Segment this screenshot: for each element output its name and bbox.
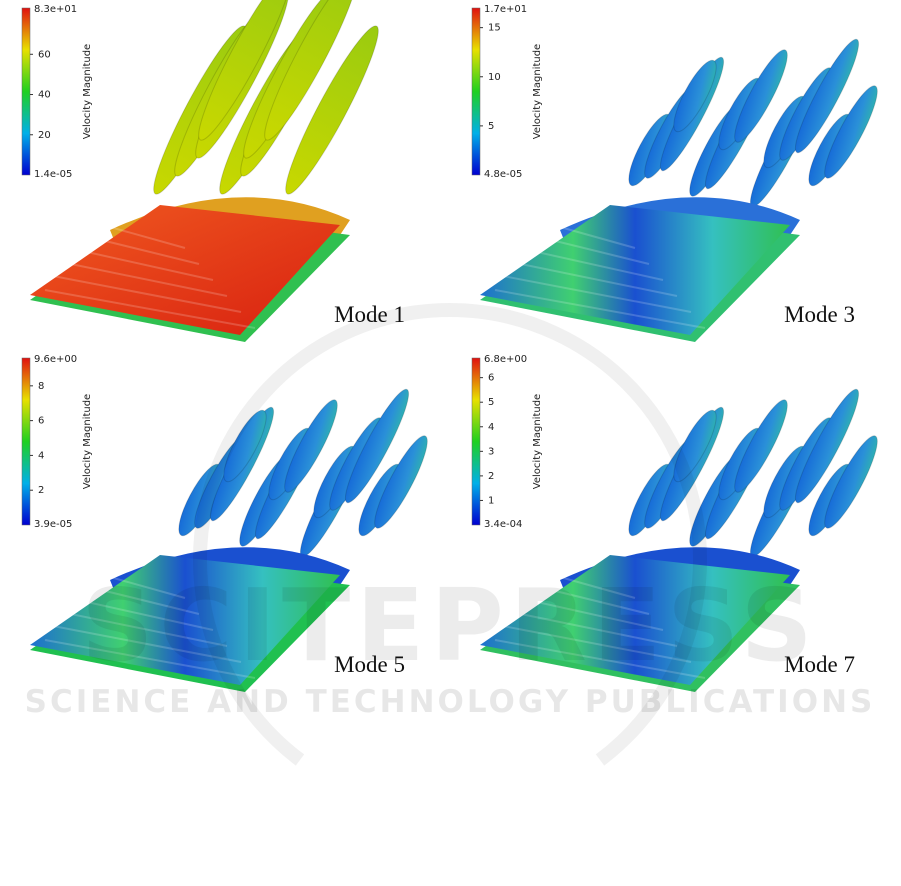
colorbar-max: 6.8e+00 bbox=[484, 354, 527, 365]
colorbar-tick-label: 8 bbox=[38, 381, 44, 392]
surface-streak bbox=[76, 583, 200, 615]
vortex-structure bbox=[223, 409, 267, 483]
vortex-structure bbox=[284, 399, 338, 493]
watermark-logo: SCITEPRESS bbox=[81, 567, 818, 684]
vortex-structure bbox=[794, 388, 860, 504]
surface-streak bbox=[76, 233, 200, 265]
surface-streak bbox=[518, 597, 664, 631]
colorbar-tick-label: 6 bbox=[38, 416, 44, 427]
vortex-structure bbox=[374, 435, 428, 529]
surface-streak bbox=[52, 275, 242, 313]
colorbar-min: 4.8e-05 bbox=[484, 169, 522, 180]
vortex-structure bbox=[673, 59, 717, 133]
surface-streak bbox=[84, 219, 186, 249]
vortex-structure bbox=[198, 0, 292, 141]
surface-streak bbox=[52, 625, 242, 663]
wing-surface bbox=[30, 205, 340, 335]
mode-label: Mode 7 bbox=[784, 652, 855, 677]
colorbar-title: Velocity Magnitude bbox=[82, 394, 93, 489]
colorbar-tick-label: 4 bbox=[38, 450, 44, 461]
surface-streak bbox=[518, 247, 664, 281]
flow-render bbox=[30, 0, 379, 342]
surface-streak bbox=[44, 639, 256, 679]
wing-surface bbox=[480, 205, 790, 335]
colorbar-max: 8.3e+01 bbox=[34, 4, 77, 15]
vortex-structure bbox=[264, 0, 358, 141]
colorbar bbox=[471, 357, 481, 526]
colorbar-title: Velocity Magnitude bbox=[532, 394, 543, 489]
colorbar-tick-label: 40 bbox=[38, 90, 51, 101]
vortex-structure bbox=[285, 25, 379, 195]
mode-label: Mode 1 bbox=[334, 302, 405, 327]
surface-streak bbox=[68, 247, 214, 281]
vortex-structure bbox=[734, 49, 788, 143]
surface-streak bbox=[534, 219, 636, 249]
colorbar-tick-label: 1 bbox=[488, 495, 494, 506]
colorbar-title: Velocity Magnitude bbox=[532, 44, 543, 139]
surface-streak bbox=[510, 261, 678, 297]
colorbar-tick-label: 5 bbox=[488, 397, 494, 408]
flow-render bbox=[30, 388, 428, 692]
panel: 8.3e+01 1.4e-05 60 40 20 Velocity Magnitude Mo… bbox=[21, 0, 405, 342]
surface-streak bbox=[60, 611, 228, 647]
panel: 1.7e+01 4.8e-05 15 10 5 Velocity Magnitude Mod… bbox=[471, 4, 878, 342]
colorbar-tick-label: 2 bbox=[38, 485, 44, 496]
colorbar-min: 1.4e-05 bbox=[34, 169, 72, 180]
vortex-structure bbox=[734, 399, 788, 493]
colorbar-tick-label: 2 bbox=[488, 471, 494, 482]
surface-streak bbox=[68, 597, 214, 631]
surface-streak bbox=[510, 611, 678, 647]
surface-streak bbox=[494, 639, 706, 679]
vortex-structure bbox=[824, 85, 878, 179]
colorbar-tick-label: 10 bbox=[488, 72, 501, 83]
colorbar-min: 3.9e-05 bbox=[34, 519, 72, 530]
surface-streak bbox=[534, 569, 636, 599]
panel: 6.8e+00 3.4e-04 6 5 4 3 2 1 Velocity Magnitude Mo… bbox=[471, 354, 878, 692]
watermark-subtitle: SCIENCE AND TECHNOLOGY PUBLICATIONS bbox=[25, 684, 876, 720]
panel: 9.6e+00 3.9e-05 8 6 4 2 Velocity Magnitude Mode… bbox=[21, 354, 428, 692]
colorbar bbox=[471, 7, 481, 176]
surface-streak bbox=[526, 233, 650, 265]
wing-surface bbox=[480, 555, 790, 685]
vortex-structure bbox=[673, 409, 717, 483]
wing-surface bbox=[30, 555, 340, 685]
colorbar-max: 9.6e+00 bbox=[34, 354, 77, 365]
surface-streak bbox=[44, 289, 256, 329]
colorbar-tick-label: 4 bbox=[488, 422, 494, 433]
colorbar-tick-label: 20 bbox=[38, 130, 51, 141]
surface-streak bbox=[84, 569, 186, 599]
colorbar-max: 1.7e+01 bbox=[484, 4, 527, 15]
colorbar bbox=[21, 357, 31, 526]
vortex-structure bbox=[794, 38, 860, 154]
colorbar-tick-label: 60 bbox=[38, 49, 51, 60]
watermark: SCITEPRESS SCIENCE AND TECHNOLOGY PUBLIC… bbox=[25, 303, 876, 766]
flow-render bbox=[480, 38, 878, 342]
surface-streak bbox=[502, 275, 692, 313]
colorbar bbox=[21, 7, 31, 176]
colorbar-tick-label: 5 bbox=[488, 121, 494, 132]
surface-streak bbox=[494, 289, 706, 329]
surface-streak bbox=[502, 625, 692, 663]
surface-streak bbox=[526, 583, 650, 615]
surface-streak bbox=[60, 261, 228, 297]
colorbar-min: 3.4e-04 bbox=[484, 519, 522, 530]
watermark-arc bbox=[193, 303, 707, 766]
colorbar-tick-label: 15 bbox=[488, 23, 501, 34]
flow-render bbox=[480, 388, 878, 692]
colorbar-title: Velocity Magnitude bbox=[82, 44, 93, 139]
vortex-structure bbox=[344, 388, 410, 504]
mode-label: Mode 5 bbox=[334, 652, 405, 677]
vortex-structure bbox=[824, 435, 878, 529]
colorbar-tick-label: 3 bbox=[488, 446, 494, 457]
mode-label: Mode 3 bbox=[784, 302, 855, 327]
colorbar-tick-label: 6 bbox=[488, 373, 494, 384]
